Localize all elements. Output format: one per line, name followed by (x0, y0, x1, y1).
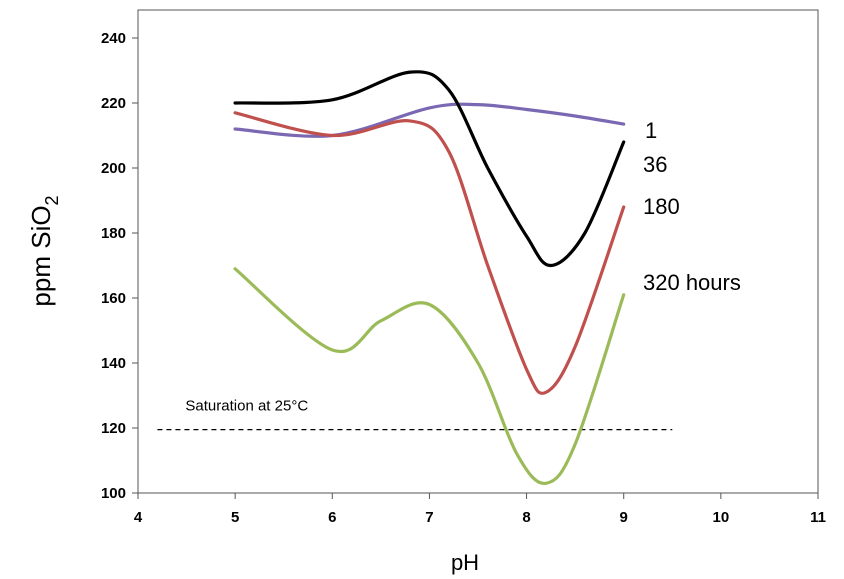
y-tick-label: 240 (101, 30, 126, 47)
series-lines (233, 70, 626, 485)
y-tick-label: 120 (101, 420, 126, 437)
x-tick-label: 8 (522, 509, 530, 526)
y-tick-label: 220 (101, 95, 126, 112)
x-tick-label: 4 (134, 509, 143, 526)
series-line-3 (233, 111, 626, 395)
saturation-reference: Saturation at 25°C (157, 398, 673, 431)
y-tick-label: 140 (101, 355, 126, 372)
series-labels: 1 36 180 320 hours (643, 118, 741, 295)
x-axis-title: pH (451, 550, 479, 575)
x-tick-label: 6 (328, 509, 336, 526)
series-label-1: 1 (645, 118, 657, 143)
series-line-1 (233, 102, 626, 138)
x-tick-label: 10 (713, 509, 730, 526)
y-tick-label: 160 (101, 290, 126, 307)
series-line-4 (233, 267, 626, 485)
y-tick-label: 100 (101, 485, 126, 502)
y-axis-title-subscript: 2 (42, 195, 62, 205)
y-axis-title-main: ppm SiO (26, 205, 56, 306)
y-tick-label: 200 (101, 160, 126, 177)
series-label-3: 180 (643, 194, 680, 219)
y-tick-label: 180 (101, 225, 126, 242)
series-line-2 (233, 70, 626, 268)
saturation-label: Saturation at 25°C (185, 398, 308, 415)
plot-area-frame (137, 9, 819, 494)
x-tick-label: 5 (231, 509, 239, 526)
y-axis-title: ppm SiO2 (26, 195, 62, 306)
x-tick-label: 9 (620, 509, 628, 526)
x-axis: 4 5 6 7 8 9 10 11 (134, 493, 826, 526)
series-label-2: 36 (643, 152, 667, 177)
x-tick-label: 11 (810, 509, 826, 526)
y-axis: 100 120 140 160 180 200 220 240 (101, 30, 138, 502)
x-tick-label: 7 (425, 509, 433, 526)
series-label-4: 320 hours (643, 270, 741, 295)
